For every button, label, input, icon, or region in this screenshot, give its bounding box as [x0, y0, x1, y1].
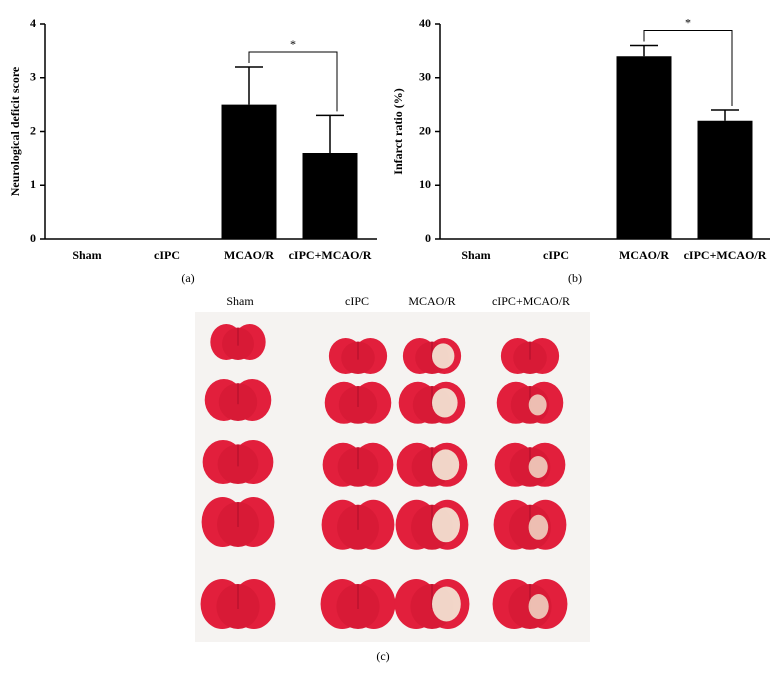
lesion	[528, 456, 548, 478]
y-tick-label: 0	[425, 231, 431, 245]
lesion	[432, 507, 460, 543]
lesion	[432, 343, 455, 369]
y-tick-label: 0	[30, 231, 36, 245]
significance-bracket	[248, 51, 338, 112]
panel-label: (a)	[181, 271, 194, 285]
lesion	[528, 394, 547, 416]
y-axis-label: Infarct ratio (%)	[391, 88, 405, 174]
x-tick-label: Sham	[72, 248, 101, 262]
x-tick-label: cIPC	[543, 248, 569, 262]
y-tick-label: 20	[419, 123, 431, 137]
lesion	[528, 594, 549, 619]
panel-label: (c)	[376, 649, 389, 663]
x-tick-label: cIPC	[154, 248, 180, 262]
significance-label: *	[290, 37, 296, 51]
bar	[221, 104, 277, 239]
brain-slices	[200, 324, 568, 629]
y-tick-label: 40	[419, 16, 431, 30]
photo-column-label: Sham	[226, 294, 254, 308]
bar	[697, 120, 753, 239]
panel-label: (b)	[568, 271, 582, 285]
y-tick-label: 2	[30, 123, 36, 137]
x-tick-label: cIPC+MCAO/R	[289, 248, 372, 262]
lesion	[432, 388, 458, 418]
y-tick-label: 3	[30, 70, 36, 84]
y-tick-label: 30	[419, 70, 431, 84]
x-tick-label: MCAO/R	[224, 248, 274, 262]
y-tick-label: 4	[30, 16, 36, 30]
lesion	[432, 449, 460, 481]
photo-column-label: cIPC+MCAO/R	[492, 294, 570, 308]
y-axis-label: Neurological deficit score	[8, 66, 22, 196]
photo-column-label: cIPC	[345, 294, 369, 308]
lesion	[432, 586, 461, 622]
bar	[616, 56, 672, 239]
significance-label: *	[685, 15, 691, 29]
bar	[302, 153, 358, 239]
y-tick-label: 1	[30, 177, 36, 191]
x-tick-label: Sham	[461, 248, 490, 262]
lesion	[528, 514, 549, 540]
x-tick-label: MCAO/R	[619, 248, 669, 262]
significance-bracket	[643, 30, 733, 106]
y-tick-label: 10	[419, 177, 431, 191]
photo-column-label: MCAO/R	[408, 294, 455, 308]
x-tick-label: cIPC+MCAO/R	[684, 248, 767, 262]
